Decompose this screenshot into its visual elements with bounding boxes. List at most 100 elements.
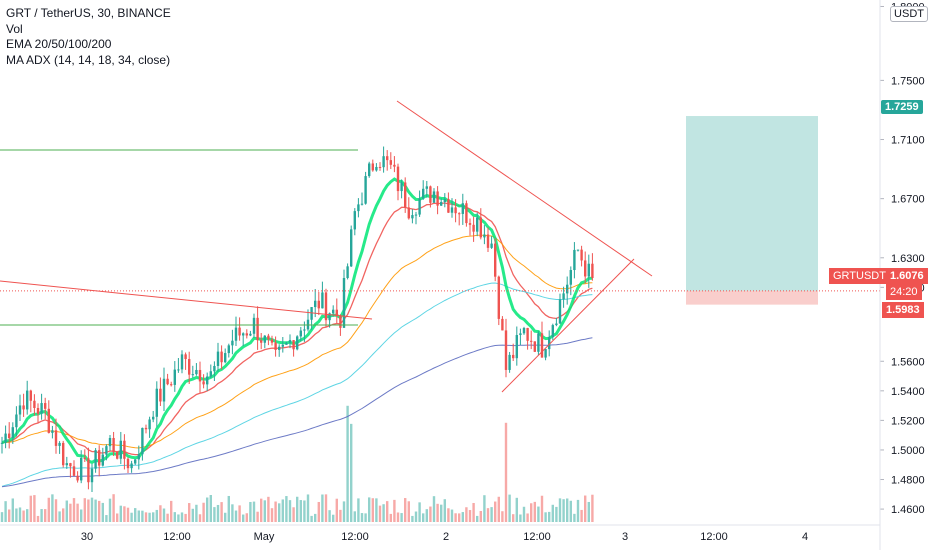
candle-body (134, 459, 137, 464)
candle-body (15, 414, 18, 428)
currency-badge[interactable]: USDT (890, 6, 928, 22)
candle-body (65, 463, 68, 466)
volume-bar (4, 501, 7, 522)
volume-bar (353, 511, 356, 522)
stop-price-tag: 1.5983 (882, 302, 924, 318)
volume-bar (350, 423, 353, 522)
volume-bar (112, 494, 115, 522)
volume-bar (429, 506, 432, 522)
candle-body (432, 191, 436, 203)
symbol-tag: GRTUSDT (829, 268, 890, 284)
candle-body (108, 437, 112, 447)
volume-bar (137, 510, 140, 522)
volume-bar (551, 504, 554, 522)
volume-bar (317, 501, 320, 522)
candle-body (328, 313, 331, 321)
candle-body (548, 337, 551, 350)
volume-bar (58, 511, 61, 522)
candle-body (260, 340, 263, 343)
volume-bar (54, 499, 58, 522)
candle-body (468, 223, 472, 225)
candle-body (393, 164, 396, 167)
candle-body (170, 384, 173, 386)
time-axis-label: 12:00 (700, 531, 728, 543)
volume-bar (425, 509, 428, 522)
time-axis-label: 3 (622, 531, 628, 543)
legend-ema: EMA 20/50/100/200 (6, 37, 112, 51)
candle-body (490, 243, 493, 248)
candle-body (407, 207, 410, 219)
candle-body (440, 202, 443, 206)
candle-body (353, 211, 356, 230)
volume-bar (440, 504, 443, 522)
volume-bar (134, 508, 137, 522)
volume-bar (591, 494, 594, 522)
volume-bar (508, 494, 511, 522)
volume-bar (11, 498, 14, 522)
candle-body (148, 419, 151, 430)
volume-bar (119, 505, 122, 522)
candle-body (292, 340, 295, 350)
candle-body (72, 466, 76, 476)
volume-bar (184, 513, 187, 522)
candle-body (461, 203, 464, 214)
candle-body (54, 430, 58, 446)
stop-zone (686, 290, 818, 305)
candle-body (26, 390, 29, 410)
volume-bar (411, 515, 414, 522)
time-axis-label: 30 (81, 531, 93, 543)
price-axis-label: 1.6700 (891, 194, 925, 206)
candle-body (558, 299, 562, 324)
candle-body (281, 344, 284, 347)
candle-body (123, 440, 126, 459)
candle-body (162, 378, 166, 402)
volume-bar (162, 508, 166, 522)
volume-bar (51, 494, 54, 522)
candle-body (573, 249, 576, 271)
volume-bar (105, 515, 108, 522)
volume-bar (533, 501, 536, 522)
candle-body (486, 234, 490, 248)
volume-bar (198, 514, 202, 522)
candle-body (400, 182, 403, 192)
candle-body (234, 327, 238, 341)
candle-body (443, 198, 446, 203)
candle-body (263, 335, 266, 343)
volume-bar (90, 497, 94, 522)
candle-body (180, 354, 184, 370)
time-axis-label: 12:00 (523, 531, 551, 543)
volume-bar (288, 500, 292, 522)
candle-body (94, 450, 97, 469)
volume-bar (202, 502, 205, 522)
volume-bar (177, 514, 180, 522)
candle-body (4, 433, 7, 443)
volume-bar (76, 503, 79, 522)
candle-body (184, 354, 187, 360)
volume-bar (587, 501, 590, 522)
candle-body (159, 388, 162, 402)
volume-bar (292, 507, 295, 522)
volume-bar (396, 512, 400, 522)
candle-body (90, 468, 94, 483)
volume-bar (123, 506, 126, 522)
volume-bar (368, 497, 371, 522)
price-axis-label: 1.5200 (891, 415, 925, 427)
volume-bar (360, 513, 364, 522)
volume-bar (47, 497, 50, 522)
candle-body (321, 292, 324, 309)
triangle-upper-line (396, 100, 653, 277)
candle-body (155, 388, 158, 417)
volume-bar (443, 499, 446, 522)
volume-bar (357, 498, 360, 522)
candle-body (339, 316, 342, 328)
volume-bar (555, 506, 558, 522)
candle-body (450, 207, 454, 213)
volume-bar (400, 513, 403, 522)
volume-bar (252, 501, 256, 522)
candle-body (332, 309, 335, 314)
candle-body (566, 284, 569, 294)
volume-bar (468, 510, 472, 522)
candle-body (209, 371, 212, 377)
candle-body (62, 442, 65, 466)
